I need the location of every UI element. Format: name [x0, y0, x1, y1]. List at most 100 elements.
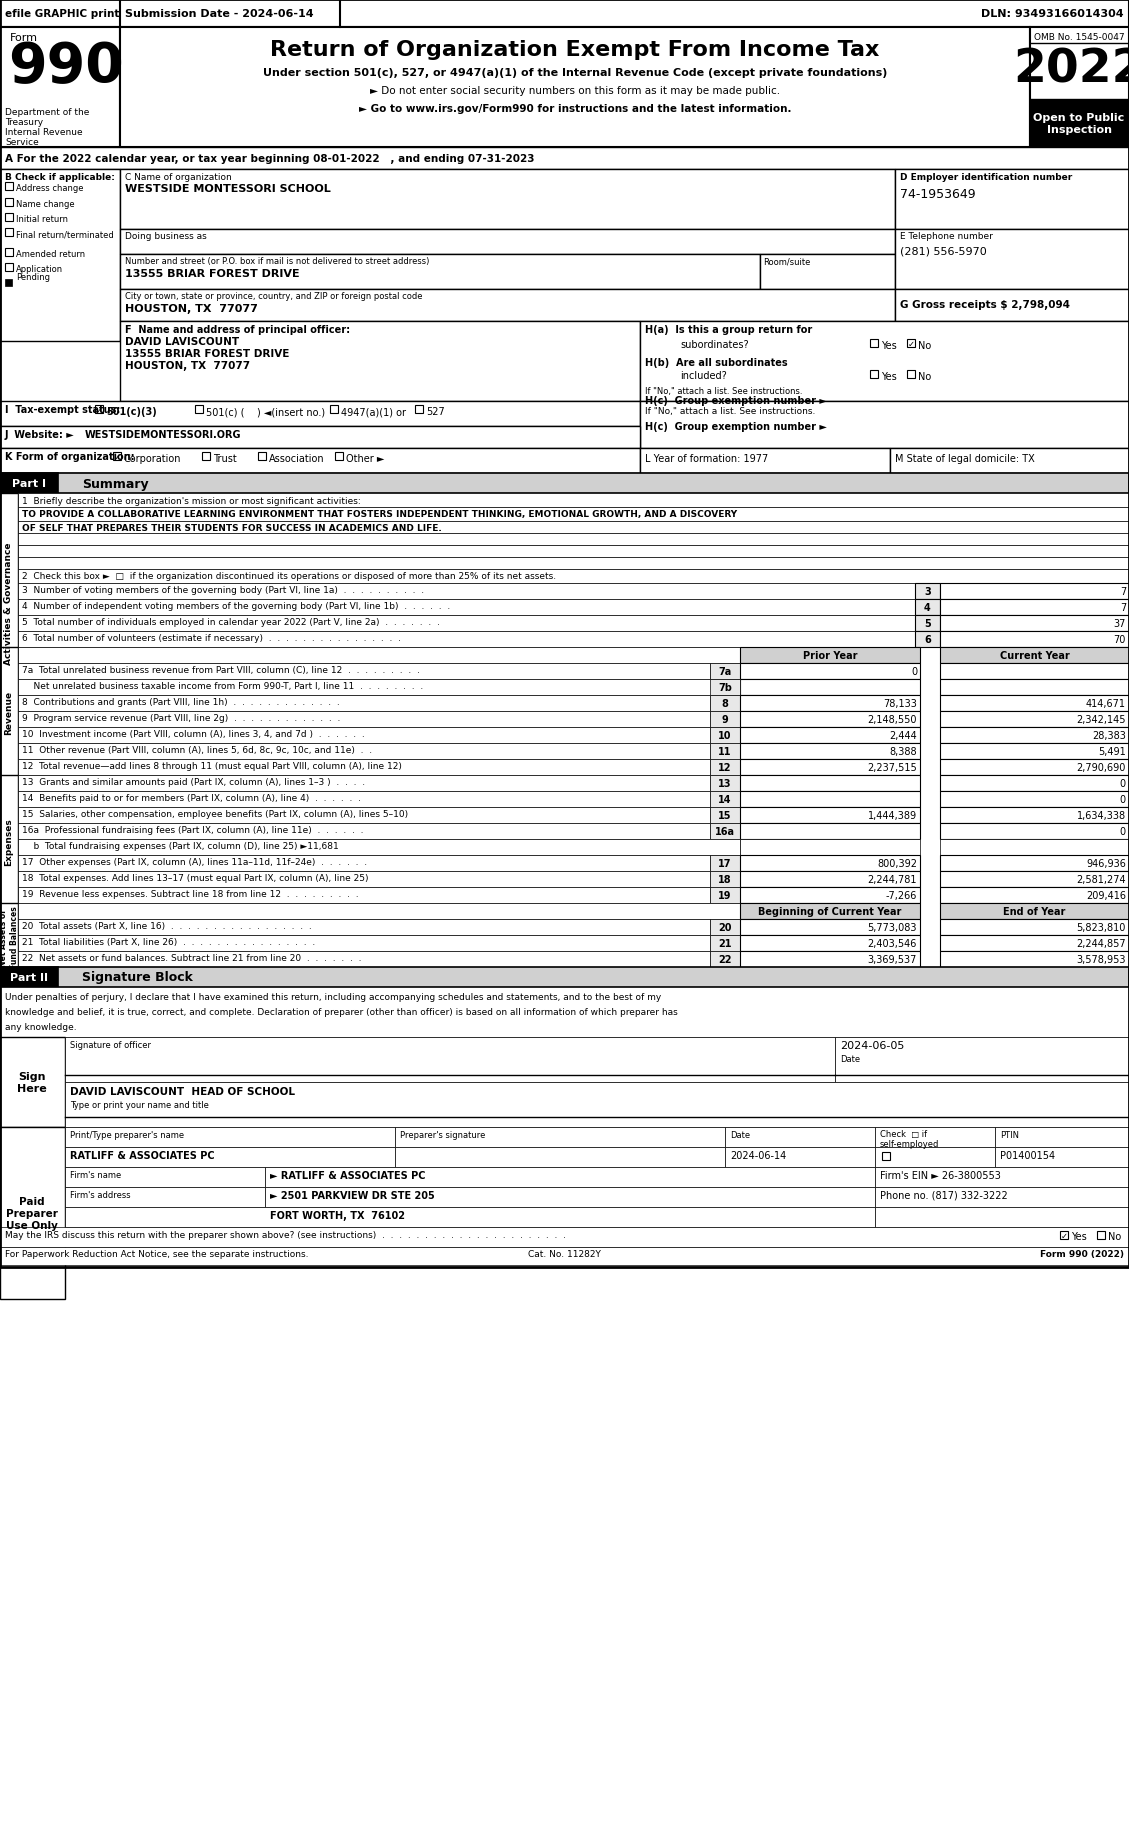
Bar	[710, 664, 739, 679]
Text: Part I: Part I	[12, 479, 46, 489]
Text: F  Name and address of principal officer:: F Name and address of principal officer:	[125, 324, 350, 335]
Bar	[18, 494, 1129, 507]
Text: Firm's address: Firm's address	[70, 1190, 131, 1199]
Text: ► RATLIFF & ASSOCIATES PC: ► RATLIFF & ASSOCIATES PC	[270, 1171, 426, 1180]
Bar	[395, 1147, 725, 1168]
Text: included?: included?	[680, 371, 727, 381]
Bar	[18, 807, 710, 824]
Text: No: No	[1108, 1232, 1121, 1241]
Bar	[940, 600, 1129, 615]
Text: Print/Type preparer's name: Print/Type preparer's name	[70, 1131, 184, 1140]
Bar	[907, 340, 914, 348]
Text: 17: 17	[718, 858, 732, 869]
Bar	[739, 871, 920, 888]
Text: Initial return: Initial return	[16, 214, 68, 223]
Bar	[65, 1038, 835, 1082]
Text: 3: 3	[925, 587, 931, 597]
Text: 13: 13	[718, 778, 732, 789]
Text: DAVID LAVISCOUNT: DAVID LAVISCOUNT	[125, 337, 239, 348]
Text: 13555 BRIAR FOREST DRIVE: 13555 BRIAR FOREST DRIVE	[125, 350, 289, 359]
Text: 74-1953649: 74-1953649	[900, 188, 975, 201]
Text: 37: 37	[1113, 619, 1126, 630]
Text: 6  Total number of volunteers (estimate if necessary)  .  .  .  .  .  .  .  .  .: 6 Total number of volunteers (estimate i…	[21, 633, 401, 642]
Text: 501(c) (    ) ◄(insert no.): 501(c) ( ) ◄(insert no.)	[205, 406, 325, 417]
Bar	[0, 904, 18, 972]
Bar	[940, 759, 1129, 776]
Text: 22  Net assets or fund balances. Subtract line 21 from line 20  .  .  .  .  .  .: 22 Net assets or fund balances. Subtract…	[21, 953, 361, 963]
Text: 9  Program service revenue (Part VIII, line 2g)  .  .  .  .  .  .  .  .  .  .  .: 9 Program service revenue (Part VIII, li…	[21, 714, 340, 723]
Text: 15: 15	[718, 811, 732, 820]
Text: Internal Revenue: Internal Revenue	[5, 128, 82, 137]
Text: G Gross receipts $ 2,798,094: G Gross receipts $ 2,798,094	[900, 300, 1070, 309]
Text: Cat. No. 11282Y: Cat. No. 11282Y	[527, 1250, 601, 1259]
Bar	[18, 522, 1129, 534]
Text: TO PROVIDE A COLLABORATIVE LEARNING ENVIRONMENT THAT FOSTERS INDEPENDENT THINKIN: TO PROVIDE A COLLABORATIVE LEARNING ENVI…	[21, 511, 737, 518]
Text: Yes: Yes	[881, 371, 896, 382]
Text: Room/suite: Room/suite	[763, 256, 811, 265]
Text: End of Year: End of Year	[1004, 906, 1066, 917]
Text: Activities & Governance: Activities & Governance	[5, 542, 14, 664]
Text: Prior Year: Prior Year	[803, 651, 857, 661]
Text: any knowledge.: any knowledge.	[5, 1023, 77, 1032]
Bar	[5, 199, 14, 207]
Text: If "No," attach a list. See instructions.: If "No," attach a list. See instructions…	[645, 386, 803, 395]
Bar	[710, 856, 739, 871]
Bar	[18, 952, 710, 968]
Text: 2,148,550: 2,148,550	[867, 714, 917, 725]
Bar	[0, 1248, 1129, 1265]
Text: Summary: Summary	[82, 478, 149, 490]
Text: H(a)  Is this a group return for: H(a) Is this a group return for	[645, 324, 812, 335]
Bar	[5, 249, 14, 256]
Text: WESTSIDE MONTESSORI SCHOOL: WESTSIDE MONTESSORI SCHOOL	[125, 183, 331, 194]
Bar	[18, 919, 710, 935]
Text: Return of Organization Exempt From Income Tax: Return of Organization Exempt From Incom…	[270, 40, 879, 60]
Text: Beginning of Current Year: Beginning of Current Year	[759, 906, 902, 917]
Bar	[710, 952, 739, 968]
Text: No: No	[918, 371, 931, 382]
Text: For Paperwork Reduction Act Notice, see the separate instructions.: For Paperwork Reduction Act Notice, see …	[5, 1250, 308, 1259]
Text: 4: 4	[925, 602, 931, 613]
Text: 15  Salaries, other compensation, employee benefits (Part IX, column (A), lines : 15 Salaries, other compensation, employe…	[21, 809, 408, 818]
Text: subordinates?: subordinates?	[680, 340, 749, 350]
Bar	[739, 759, 920, 776]
Text: 14  Benefits paid to or for members (Part IX, column (A), line 4)  .  .  .  .  .: 14 Benefits paid to or for members (Part…	[21, 794, 361, 803]
Text: 10  Investment income (Part VIII, column (A), lines 3, 4, and 7d )  .  .  .  .  : 10 Investment income (Part VIII, column …	[21, 730, 365, 739]
Text: Submission Date - 2024-06-14: Submission Date - 2024-06-14	[125, 9, 314, 18]
Bar	[65, 1168, 265, 1188]
Bar	[18, 759, 710, 776]
Text: 20  Total assets (Part X, line 16)  .  .  .  .  .  .  .  .  .  .  .  .  .  .  . : 20 Total assets (Part X, line 16) . . . …	[21, 922, 312, 930]
Text: Open to Public
Inspection: Open to Public Inspection	[1033, 113, 1124, 135]
Bar	[875, 1188, 1129, 1208]
Text: 9: 9	[721, 714, 728, 725]
Text: 209,416: 209,416	[1086, 891, 1126, 900]
Text: ✓: ✓	[908, 339, 914, 348]
Bar	[18, 631, 914, 648]
Bar	[415, 406, 423, 414]
Text: Service: Service	[5, 137, 38, 146]
Bar	[0, 1127, 65, 1299]
Bar	[640, 448, 890, 474]
Bar	[710, 776, 739, 792]
Bar	[739, 695, 920, 712]
Bar	[0, 170, 120, 342]
Text: Trust: Trust	[213, 454, 237, 463]
Text: L Year of formation: 1977: L Year of formation: 1977	[645, 454, 768, 463]
Text: Corporation: Corporation	[124, 454, 182, 463]
Bar	[710, 743, 739, 759]
Bar	[739, 776, 920, 792]
Text: 16a: 16a	[715, 827, 735, 836]
Text: No: No	[918, 340, 931, 351]
Text: 7a: 7a	[718, 666, 732, 677]
Text: ► 2501 PARKVIEW DR STE 205: ► 2501 PARKVIEW DR STE 205	[270, 1190, 435, 1200]
Bar	[710, 712, 739, 728]
Text: Sign
Here: Sign Here	[17, 1072, 47, 1093]
Bar	[65, 1082, 1129, 1127]
Bar	[739, 648, 920, 664]
Bar	[739, 712, 920, 728]
Text: May the IRS discuss this return with the preparer shown above? (see instructions: May the IRS discuss this return with the…	[5, 1230, 566, 1239]
Bar	[875, 1168, 1129, 1188]
Bar	[65, 1188, 265, 1208]
Text: 1,634,338: 1,634,338	[1077, 811, 1126, 820]
Bar	[0, 988, 1129, 1038]
Bar	[940, 664, 1129, 679]
